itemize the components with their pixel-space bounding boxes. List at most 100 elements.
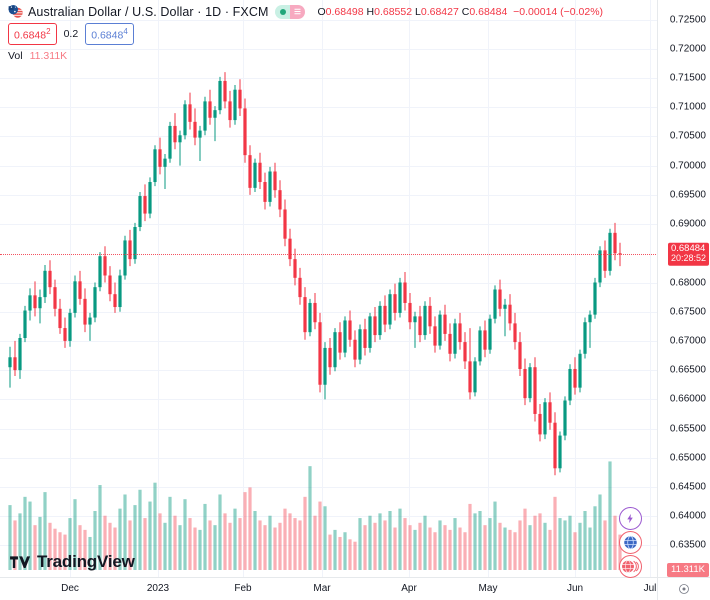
volume-bar <box>448 529 452 570</box>
volume-bar <box>143 518 147 570</box>
volume-bar <box>18 513 22 570</box>
candle-body <box>433 326 437 346</box>
symbol-title[interactable]: Australian Dollar / U.S. Dollar · 1D · F… <box>28 4 269 19</box>
volume-bar <box>118 508 122 570</box>
volume-bar <box>603 520 607 570</box>
volume-bar <box>458 527 462 570</box>
volume-bar <box>278 522 282 570</box>
volume-bar <box>338 536 342 570</box>
candle-body <box>363 329 367 348</box>
target-settings-icon <box>679 584 689 594</box>
gridline-horizontal <box>0 457 658 459</box>
ohlc-l-label: L <box>415 5 421 18</box>
gridline-horizontal <box>0 224 658 226</box>
gridline-horizontal <box>0 19 658 21</box>
price-axis[interactable]: 0.72500 0.72000 0.71500 0.71000 0.70500 0.700… <box>657 0 710 578</box>
price-axis-tick: 0.72500 <box>669 14 706 26</box>
candle-body <box>238 89 242 109</box>
candle-body <box>153 149 157 183</box>
volume-bar <box>103 515 107 570</box>
volume-bar <box>218 494 222 570</box>
volume-bar <box>293 518 297 570</box>
candle-body <box>68 312 72 341</box>
lightning-bolt-icon[interactable] <box>619 507 642 530</box>
candle-body <box>508 304 512 324</box>
tradingview-logo-icon <box>10 555 31 568</box>
gridline-vertical <box>409 0 410 578</box>
candle-body <box>498 289 502 309</box>
floating-badges[interactable] <box>619 507 642 578</box>
volume-bar <box>498 522 502 570</box>
volume-bar <box>128 520 132 570</box>
volume-bar <box>493 501 497 570</box>
volume-bar <box>223 513 227 570</box>
candle-body <box>123 240 127 276</box>
volume-bar <box>303 496 307 570</box>
candle-body <box>168 125 172 159</box>
candle-body <box>18 338 22 371</box>
gridline-horizontal <box>0 165 658 167</box>
gridline-horizontal <box>0 516 658 518</box>
volume-bar <box>23 496 27 570</box>
candle-body <box>348 320 352 340</box>
volume-bar <box>513 532 517 570</box>
volume-bar <box>158 513 162 570</box>
volume-badge: 11.311K <box>667 563 709 577</box>
volume-bar <box>288 513 292 570</box>
candle-body <box>188 104 192 122</box>
candle-body <box>103 256 107 276</box>
globe-red-icon[interactable] <box>619 555 642 578</box>
candle-body <box>438 314 442 346</box>
volume-bar <box>273 527 277 570</box>
candle-body <box>283 209 287 239</box>
volume-bar <box>428 527 432 570</box>
candle-body <box>138 196 142 227</box>
volume-bar <box>468 503 472 570</box>
volume-bar <box>88 536 92 570</box>
volume-bar <box>583 511 587 570</box>
candle-body <box>608 232 612 271</box>
globe-blue-icon[interactable] <box>619 531 642 554</box>
volume-bar <box>438 520 442 570</box>
candle-body <box>273 171 277 191</box>
indicator-value-box-2[interactable]: 0.68484 <box>85 23 134 45</box>
volume-bar <box>298 520 302 570</box>
candle-body <box>228 101 232 121</box>
volume-bar <box>203 503 207 570</box>
volume-bar <box>403 518 407 570</box>
volume-bar <box>43 492 47 570</box>
indicator-value-box-1[interactable]: 0.68482 <box>8 23 57 45</box>
volume-bar <box>268 515 272 570</box>
candle-body <box>588 314 592 323</box>
candle-body <box>543 402 547 435</box>
volume-bar <box>63 534 67 570</box>
volume-bar <box>408 525 412 570</box>
candle-body <box>533 367 537 414</box>
volume-bar <box>343 532 347 570</box>
ohlc-h-value: 0.68552 <box>374 5 413 18</box>
current-price-line <box>0 254 658 256</box>
candle-body <box>223 80 227 102</box>
volume-bar <box>563 520 567 570</box>
ohlc-c-label: C <box>461 5 470 18</box>
chart-plot-area[interactable] <box>0 0 658 578</box>
candle-body <box>73 281 77 313</box>
market-status-pill[interactable] <box>275 4 306 19</box>
candle-body <box>253 162 257 188</box>
candlestick-type-icon <box>290 4 306 19</box>
candle-body <box>98 256 102 288</box>
volume-bar <box>183 499 187 570</box>
candle-body <box>23 310 27 338</box>
volume-bar <box>528 525 532 570</box>
volume-bar <box>618 534 622 570</box>
price-axis-tick: 0.70500 <box>669 130 706 142</box>
volume-bar <box>188 518 192 570</box>
indicator-2-value: 0.6848 <box>91 29 124 42</box>
time-axis[interactable]: Dec 2023 Feb Mar Apr May Jun Jul <box>0 577 658 600</box>
candle-body <box>423 305 427 336</box>
candle-body <box>118 275 122 308</box>
axis-settings-corner[interactable] <box>657 577 710 600</box>
candle-body <box>513 323 517 343</box>
candle-body <box>373 316 377 336</box>
candle-body <box>268 171 272 202</box>
